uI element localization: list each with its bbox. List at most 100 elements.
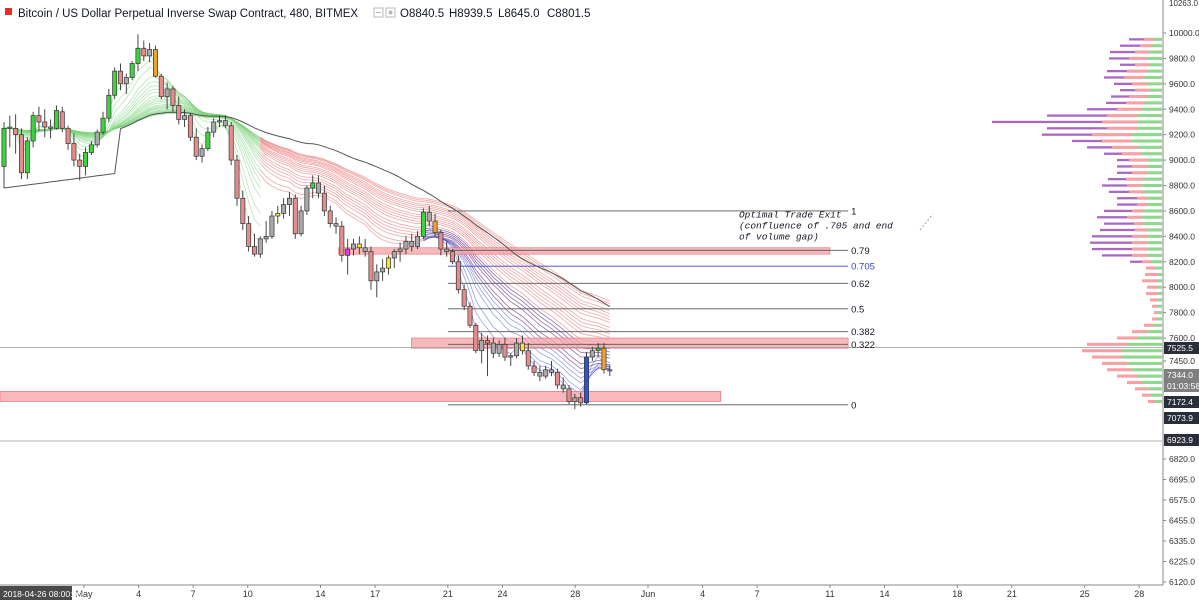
candle-body[interactable]: [502, 344, 508, 358]
candle-body[interactable]: [217, 120, 222, 123]
candle-body[interactable]: [485, 340, 490, 344]
candle-body[interactable]: [607, 369, 613, 372]
candle-body[interactable]: [351, 243, 356, 250]
candle-body[interactable]: [147, 49, 153, 57]
candle-body[interactable]: [153, 49, 158, 77]
candle-body[interactable]: [420, 211, 426, 237]
supply-zone[interactable]: [411, 337, 849, 349]
candle-body[interactable]: [525, 350, 531, 367]
candle-body[interactable]: [257, 238, 263, 255]
candle-body[interactable]: [42, 121, 48, 128]
candle-body[interactable]: [7, 126, 13, 129]
candle-body[interactable]: [275, 213, 281, 217]
candle-body[interactable]: [554, 371, 560, 386]
candle-body[interactable]: [560, 384, 566, 390]
candle-body[interactable]: [205, 131, 211, 149]
candle-body[interactable]: [199, 148, 205, 157]
candle-body[interactable]: [281, 204, 287, 214]
candle-body[interactable]: [234, 159, 240, 199]
supply-zone[interactable]: [338, 247, 831, 255]
candle-body[interactable]: [94, 131, 100, 146]
candle-body[interactable]: [409, 241, 415, 247]
candle-body[interactable]: [182, 115, 188, 120]
candle-body[interactable]: [519, 342, 525, 352]
candle-body[interactable]: [48, 126, 54, 129]
candle-body[interactable]: [321, 192, 327, 212]
candle-body[interactable]: [135, 47, 141, 64]
candle-body[interactable]: [228, 125, 234, 161]
candle-body[interactable]: [263, 235, 269, 240]
candle-body[interactable]: [333, 223, 339, 227]
candle-body[interactable]: [438, 232, 444, 250]
candle-body[interactable]: [403, 241, 409, 250]
settings-icon[interactable]: [373, 7, 384, 18]
candle-body[interactable]: [193, 136, 199, 157]
candle-body[interactable]: [479, 340, 485, 352]
price-axis-bg[interactable]: [1163, 0, 1199, 585]
candle-body[interactable]: [19, 134, 24, 174]
candle-body[interactable]: [490, 342, 496, 354]
candle-body[interactable]: [356, 243, 362, 249]
candle-body[interactable]: [368, 251, 374, 282]
candle-body[interactable]: [595, 347, 601, 352]
candle-body[interactable]: [36, 115, 42, 123]
candle-body[interactable]: [316, 182, 322, 194]
candle-body[interactable]: [415, 235, 421, 247]
candle-body[interactable]: [77, 159, 83, 167]
time-axis-bg[interactable]: [0, 585, 1199, 600]
candle-body[interactable]: [13, 127, 19, 136]
candle-body[interactable]: [83, 152, 88, 167]
candle-body[interactable]: [473, 324, 479, 352]
candle-body[interactable]: [496, 344, 502, 354]
candle-body[interactable]: [252, 246, 257, 255]
candle-body[interactable]: [345, 248, 351, 256]
candle-body[interactable]: [514, 342, 520, 357]
candle-body[interactable]: [584, 356, 589, 404]
candle-body[interactable]: [118, 70, 123, 85]
candle-body[interactable]: [286, 197, 292, 205]
candle-body[interactable]: [269, 215, 275, 237]
candle-body[interactable]: [508, 355, 514, 358]
candle-body[interactable]: [100, 117, 106, 133]
candle-body[interactable]: [53, 110, 59, 129]
candle-body[interactable]: [455, 261, 461, 291]
candle-body[interactable]: [164, 88, 170, 97]
candle-body[interactable]: [170, 88, 176, 106]
candle-body[interactable]: [572, 397, 578, 402]
candle-body[interactable]: [362, 247, 368, 252]
candle-body[interactable]: [432, 220, 438, 233]
candle-body[interactable]: [310, 182, 316, 189]
candle-body[interactable]: [1, 127, 7, 167]
candle-body[interactable]: [374, 271, 380, 282]
candle-body[interactable]: [566, 388, 572, 402]
candle-body[interactable]: [386, 257, 391, 269]
candle-body[interactable]: [292, 197, 298, 235]
candle-body[interactable]: [71, 143, 77, 161]
candle-body[interactable]: [461, 289, 467, 307]
candle-body[interactable]: [187, 115, 193, 138]
candle-body[interactable]: [129, 63, 135, 78]
candle-body[interactable]: [397, 248, 403, 252]
supply-zone[interactable]: [0, 391, 722, 402]
candle-body[interactable]: [327, 210, 333, 224]
candle-body[interactable]: [549, 369, 555, 373]
candle-body[interactable]: [467, 305, 473, 326]
candle-body[interactable]: [246, 223, 252, 247]
candle-body[interactable]: [537, 371, 543, 377]
candle-body[interactable]: [391, 251, 397, 259]
candle-body[interactable]: [589, 350, 595, 358]
candle-body[interactable]: [426, 211, 432, 222]
visibility-icon[interactable]: [385, 7, 396, 18]
candle-body[interactable]: [88, 144, 94, 153]
candle-body[interactable]: [380, 267, 386, 273]
candle-body[interactable]: [578, 397, 584, 404]
candle-body[interactable]: [222, 120, 228, 127]
candle-body[interactable]: [339, 225, 345, 256]
candle-body[interactable]: [59, 111, 65, 129]
candle-body[interactable]: [211, 121, 217, 133]
candle-body[interactable]: [106, 94, 112, 119]
candle-body[interactable]: [65, 127, 71, 144]
candle-body[interactable]: [531, 365, 537, 373]
candle-body[interactable]: [158, 75, 164, 97]
